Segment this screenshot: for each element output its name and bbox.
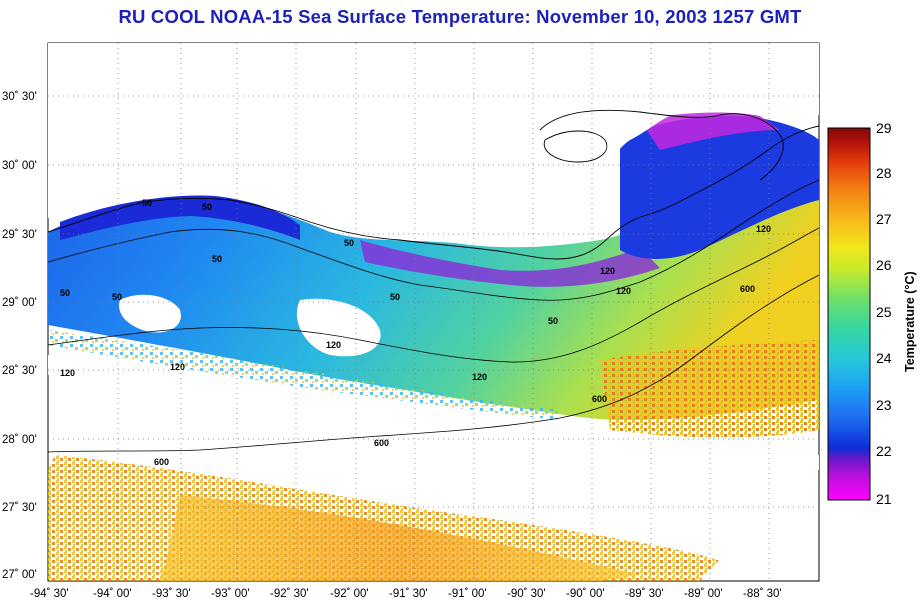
sst-coastal-cold: [60, 195, 300, 240]
colorbar-tick-label: 26: [876, 257, 892, 273]
delta-outline: [539, 109, 784, 181]
contour-label: 600: [154, 457, 169, 467]
lon-tick-label: -93˚ 00': [211, 588, 250, 600]
sst-magenta-patch: [360, 240, 660, 287]
colorbar-scale: [827, 127, 871, 501]
sst-mid-speckle: [48, 330, 560, 420]
contour-label: 120: [600, 266, 615, 276]
contour-label: 50: [202, 202, 212, 212]
lon-tick-label: -91˚ 00': [448, 588, 487, 600]
contour-label: 120: [472, 372, 487, 382]
map-title: RU COOL NOAA-15 Sea Surface Temperature:…: [118, 6, 802, 27]
lon-tick-label: -88˚ 30': [743, 588, 782, 600]
lon-tick-label: -94˚ 30': [30, 588, 69, 600]
contour-label: 50: [142, 198, 152, 208]
coastline: [47, 125, 820, 260]
graticule: [48, 43, 819, 581]
lon-tick-label: -90˚ 30': [507, 588, 546, 600]
lon-tick-label: -91˚ 30': [389, 588, 428, 600]
contour-label: 600: [374, 438, 389, 448]
contour-50m: [47, 179, 820, 301]
contour-label: 50: [60, 288, 70, 298]
colorbar-tick-label: 27: [876, 211, 892, 227]
sst-warm-offshore: [600, 340, 819, 438]
contour-label: 120: [170, 362, 185, 372]
sst-field: [48, 43, 819, 581]
lat-tick-label: 30˚ 30': [2, 91, 37, 103]
lat-tick-label: 27˚ 00': [2, 569, 37, 581]
contour-label: 120: [756, 224, 771, 234]
lat-tick-label: 28˚ 00': [2, 434, 37, 446]
contour-label: 50: [390, 292, 400, 302]
contour-label: 50: [344, 238, 354, 248]
lon-labels: -94˚ 30' -94˚ 00' -93˚ 30' -93˚ 00' -92˚…: [30, 588, 782, 600]
cloud-gap-1: [119, 294, 181, 333]
colorbar-tick-label: 22: [876, 443, 892, 459]
land-louisiana: [48, 43, 819, 247]
contour-label: 120: [616, 286, 631, 296]
lon-tick-label: -90˚ 00': [566, 588, 605, 600]
lat-tick-label: 27˚ 30': [2, 502, 37, 514]
colorbar-tick-label: 24: [876, 350, 892, 366]
colorbar-title: Temperature (°C): [903, 271, 917, 372]
contour-label: 600: [740, 284, 755, 294]
contour-labels: 50 50 50 50 50 50 50 50 120 120 120 120 …: [60, 198, 771, 467]
lon-tick-label: -93˚ 30': [152, 588, 191, 600]
contour-label: 50: [548, 316, 558, 326]
contour-120m: [47, 227, 820, 363]
colorbar-tick-label: 29: [876, 120, 892, 136]
lon-tick-label: -92˚ 30': [270, 588, 309, 600]
lon-tick-label: -89˚ 30': [625, 588, 664, 600]
contour-label: 50: [212, 254, 222, 264]
lat-tick-label: 28˚ 30': [2, 365, 37, 377]
colorbar-tick-label: 21: [876, 491, 892, 507]
lat-tick-label: 29˚ 30': [2, 229, 37, 241]
colorbar-tick-label: 25: [876, 304, 892, 320]
sst-south-core: [160, 495, 640, 581]
contour-label: 600: [592, 394, 607, 404]
colorbar-tick-label: 28: [876, 165, 892, 181]
contour-label: 120: [60, 368, 75, 378]
lon-tick-label: -92˚ 00': [330, 588, 369, 600]
sst-delta-magenta: [640, 112, 780, 150]
cloud-gap-4: [48, 365, 819, 470]
colorbar: 29 28 27 26 25 24 23 22 21 Temperature (…: [827, 120, 917, 507]
lon-tick-label: -89˚ 00': [684, 588, 723, 600]
contour-600m: [47, 274, 820, 453]
contour-label: 50: [112, 292, 122, 302]
lake-outline: [543, 130, 608, 163]
lat-tick-label: 30˚ 00': [2, 160, 37, 172]
contour-label: 120: [326, 340, 341, 350]
sst-delta-cold: [620, 115, 819, 259]
cloud-gap-2: [296, 298, 381, 357]
lat-tick-label: 29˚ 00': [2, 297, 37, 309]
lon-tick-label: -94˚ 00': [93, 588, 132, 600]
lat-labels: 30˚ 30' 30˚ 00' 29˚ 30' 29˚ 00' 28˚ 30' …: [2, 91, 37, 581]
colorbar-tick-label: 23: [876, 397, 892, 413]
